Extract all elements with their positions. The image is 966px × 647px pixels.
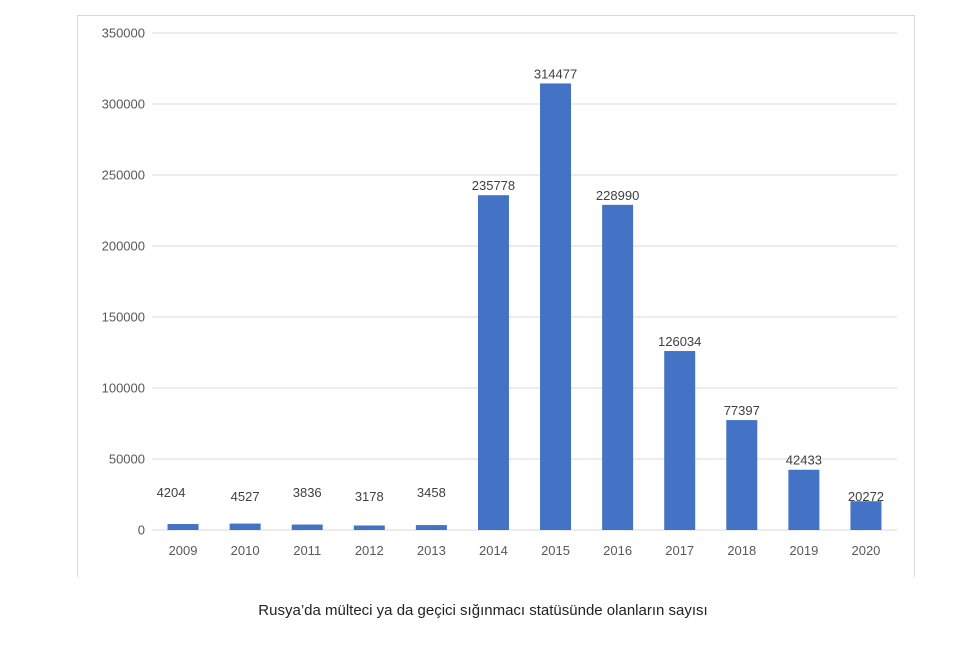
data-labels: 4204 4527 3836 3178 3458 235778 314477 228990 12…	[157, 66, 884, 504]
data-label: 77397	[724, 403, 760, 418]
data-label: 4527	[231, 489, 260, 504]
y-tick-label: 0	[138, 523, 145, 538]
y-tick-label: 250000	[102, 168, 145, 183]
bar-2011	[291, 524, 323, 530]
gridlines	[152, 32, 897, 531]
x-tick-label: 2014	[479, 543, 508, 558]
y-tick-label: 350000	[102, 26, 145, 41]
data-label: 4204	[157, 485, 186, 500]
y-tick-label: 100000	[102, 381, 145, 396]
x-tick-label: 2020	[851, 543, 880, 558]
bar-2010	[229, 523, 261, 530]
data-label: 314477	[534, 66, 577, 81]
bar-2019	[788, 469, 820, 530]
data-label: 42433	[786, 453, 822, 468]
x-tick-label: 2012	[355, 543, 384, 558]
y-tick-label: 150000	[102, 310, 145, 325]
y-tick-label: 50000	[109, 452, 145, 467]
bar-2014	[477, 195, 509, 530]
bar-2013	[415, 525, 447, 530]
data-label: 20272	[848, 489, 884, 504]
x-tick-label: 2010	[231, 543, 260, 558]
x-tick-label: 2016	[603, 543, 632, 558]
x-tick-label: 2017	[665, 543, 694, 558]
bar-2020	[850, 501, 882, 530]
bars	[167, 83, 882, 530]
data-label: 235778	[472, 178, 515, 193]
x-tick-label: 2009	[169, 543, 198, 558]
y-tick-label: 200000	[102, 239, 145, 254]
bar-2009	[167, 524, 199, 530]
x-tick-label: 2018	[727, 543, 756, 558]
x-tick-label: 2015	[541, 543, 570, 558]
bar-2012	[353, 525, 385, 530]
data-label: 228990	[596, 188, 639, 203]
data-label: 126034	[658, 334, 701, 349]
data-label: 3836	[293, 485, 322, 500]
bar-2018	[726, 420, 758, 530]
bar-2017	[664, 351, 696, 530]
x-tick-label: 2019	[789, 543, 818, 558]
data-label: 3178	[355, 489, 384, 504]
x-tick-label: 2013	[417, 543, 446, 558]
chart-caption: Rusya’da mülteci ya da geçici sığınmacı …	[258, 602, 708, 619]
x-axis-tick-labels: 2009 2010 2011 2012 2013 2014 2015 2016 2017 2018…	[169, 543, 881, 558]
bar-2016	[602, 204, 634, 530]
bar-2015	[540, 83, 572, 530]
data-label: 3458	[417, 485, 446, 500]
y-tick-label: 300000	[102, 97, 145, 112]
x-tick-label: 2011	[293, 543, 321, 558]
y-axis-tick-labels: 0 50000 100000 150000 200000 250000 300000 3500…	[102, 26, 145, 538]
